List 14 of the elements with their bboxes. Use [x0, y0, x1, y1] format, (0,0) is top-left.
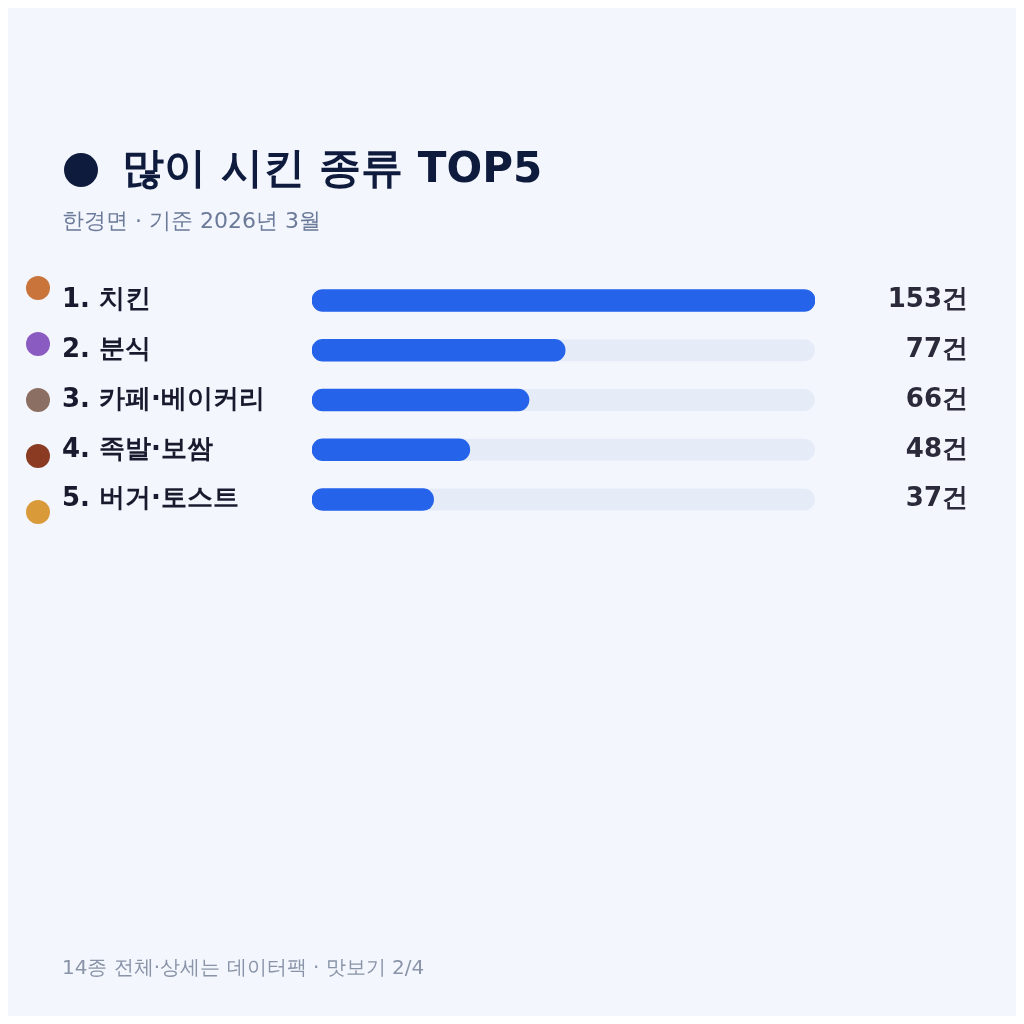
bar: [312, 488, 434, 511]
y-tick-label: 2. 분식: [62, 332, 152, 363]
y-tick-label: 3. 카페·베이커리: [62, 382, 265, 413]
data-label: 66건: [905, 382, 968, 413]
chart-subtitle: 한경면 · 기준 2026년 3월: [62, 207, 321, 235]
y-tick-label: 4. 족발·보쌈: [62, 432, 213, 463]
data-label: 153건: [887, 283, 968, 314]
y-tick-label: 5. 버거·토스트: [62, 482, 239, 513]
chart-title: 많이 시킨 종류 TOP5: [122, 142, 543, 194]
data-label: 37건: [905, 482, 968, 513]
data-label: 48건: [905, 432, 968, 463]
data-label: 77건: [905, 332, 968, 363]
text: 14종 전체·상세는 데이터팩 · 맛보기 2/4: [62, 954, 425, 981]
y-tick-label: 1. 치킨: [62, 283, 152, 314]
